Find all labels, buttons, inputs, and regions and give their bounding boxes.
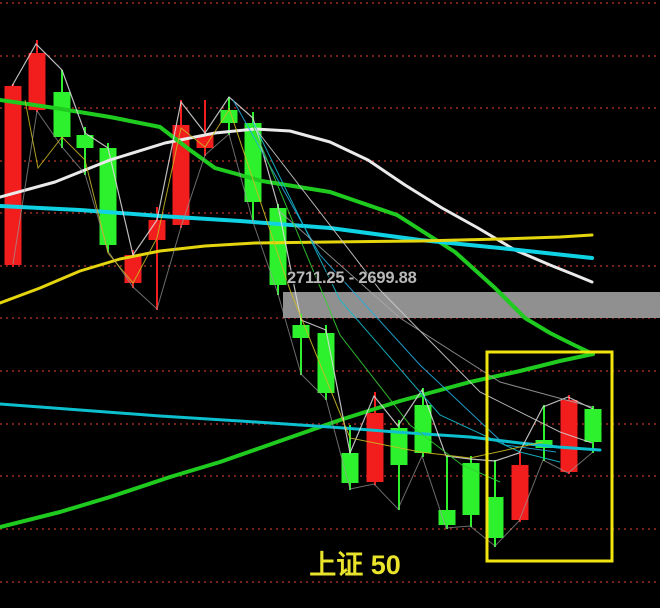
candle-body-down xyxy=(535,440,553,448)
candle-body-down xyxy=(462,463,480,515)
candle-body-down xyxy=(317,333,335,393)
fan-cyan-2 xyxy=(252,121,561,463)
candle-body-down xyxy=(414,405,432,453)
candle-body-up xyxy=(28,53,46,110)
candle-body-up xyxy=(511,465,529,520)
fan-yellow xyxy=(228,107,544,459)
candle-body-down xyxy=(390,428,408,465)
candle-body-up xyxy=(196,135,214,148)
fan-gray xyxy=(277,209,593,408)
zigzag-highs xyxy=(11,43,594,462)
highlight-box xyxy=(485,350,614,563)
ma-green-ascending xyxy=(0,352,595,529)
candle-body-down xyxy=(341,453,359,483)
ma-teal-lower xyxy=(0,402,602,452)
ma-green-descending xyxy=(0,98,595,356)
candle-body-up xyxy=(560,400,578,472)
candle-body-down xyxy=(438,510,456,525)
candle-body-down xyxy=(53,92,71,137)
fan-green xyxy=(252,125,501,483)
ma-cyan xyxy=(0,204,594,260)
candle-body-down xyxy=(76,135,94,148)
candle-body-down xyxy=(584,409,602,442)
candle-body-up xyxy=(366,413,384,482)
candle-body-up xyxy=(4,86,22,265)
range-band xyxy=(283,292,660,318)
chart-title: 上证 50 xyxy=(309,550,401,580)
fan-cyan-1 xyxy=(232,99,557,453)
fan-white xyxy=(254,127,593,444)
left-yellow-zigzag xyxy=(24,99,230,284)
ma-white xyxy=(0,127,594,284)
ma-yellow xyxy=(0,233,594,305)
range-annotation: 2711.25 - 2699.88 xyxy=(287,269,417,287)
candle-body-down xyxy=(486,497,504,538)
candle-body-down xyxy=(220,110,238,123)
candle-body-up xyxy=(172,125,190,225)
candle-body-down xyxy=(99,148,117,245)
candle-body-up xyxy=(148,220,166,240)
